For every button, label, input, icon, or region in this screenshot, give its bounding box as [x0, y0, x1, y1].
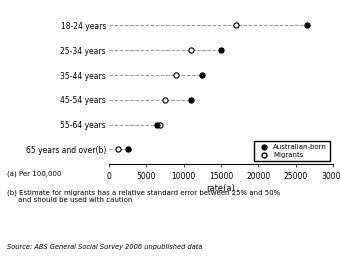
Point	[125, 147, 130, 152]
Text: (a) Per 100,000: (a) Per 100,000	[7, 171, 61, 178]
Point	[233, 23, 239, 28]
Point	[200, 73, 205, 77]
Text: (b) Estimate for migrants has a relative standard error between 25% and 50%
    : (b) Estimate for migrants has a relative…	[7, 189, 280, 203]
Point	[155, 122, 160, 127]
Text: Source: ABS General Social Survey 2006 unpublished data: Source: ABS General Social Survey 2006 u…	[7, 244, 202, 250]
Point	[304, 23, 310, 28]
Point	[173, 73, 179, 77]
Point	[188, 48, 194, 52]
Point	[188, 98, 194, 102]
X-axis label: rate(a): rate(a)	[207, 184, 235, 193]
Point	[218, 48, 224, 52]
Legend: Australian-born, Migrants: Australian-born, Migrants	[254, 141, 330, 161]
Point	[115, 147, 120, 152]
Point	[162, 98, 168, 102]
Point	[157, 122, 163, 127]
